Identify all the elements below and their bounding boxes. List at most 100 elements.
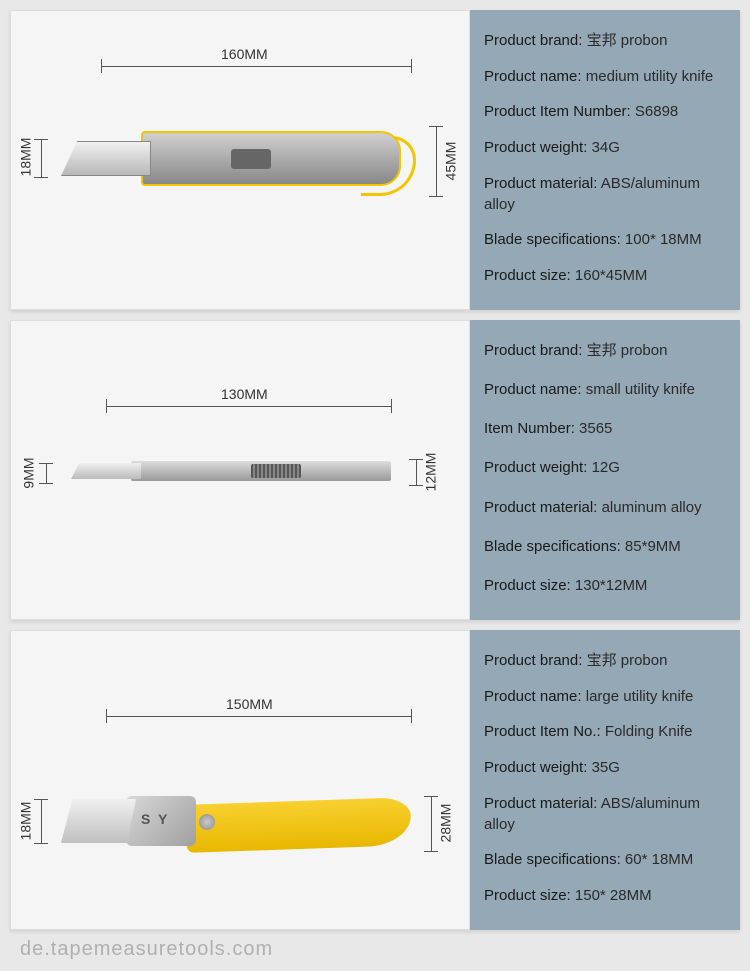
dim-left-label: 18MM <box>17 802 33 841</box>
spec-row: Product weight: 34G <box>484 137 726 158</box>
spec-value: Folding Knife <box>605 723 693 740</box>
spec-value: 12G <box>592 459 620 476</box>
spec-value: 宝邦 probon <box>587 652 668 669</box>
spec-value: aluminum alloy <box>602 499 702 516</box>
spec-row: Product size: 150* 28MM <box>484 885 726 906</box>
spec-value: 宝邦 probon <box>587 342 668 359</box>
spec-row: Product name: large utility knife <box>484 686 726 707</box>
spec-value: 宝邦 probon <box>587 32 668 49</box>
product-illustration <box>61 131 401 186</box>
dim-length-label: 150MM <box>226 696 273 712</box>
dim-tick <box>409 485 423 486</box>
spec-label: Blade specifications: <box>484 851 621 868</box>
spec-row: Product brand: 宝邦 probon <box>484 30 726 51</box>
spec-row: Product brand: 宝邦 probon <box>484 650 726 671</box>
dim-line <box>106 406 391 407</box>
dim-tick <box>34 843 48 844</box>
spec-panel: Product brand: 宝邦 probon Product name: l… <box>470 630 740 930</box>
dim-line <box>416 459 417 485</box>
spec-label: Product brand: <box>484 32 582 49</box>
spec-row: Product name: small utility knife <box>484 379 726 400</box>
spec-row: Product size: 130*12MM <box>484 575 726 596</box>
dim-line <box>41 799 42 843</box>
spec-row: Product name: medium utility knife <box>484 66 726 87</box>
spec-value: 150* 28MM <box>575 887 652 904</box>
dim-line <box>101 66 411 67</box>
dim-tick <box>411 59 412 73</box>
spec-row: Blade specifications: 85*9MM <box>484 536 726 557</box>
product-diagram-panel: 150MM 18MM 28MM S Y <box>10 630 470 930</box>
dim-length-label: 160MM <box>221 46 268 62</box>
dim-tick <box>391 399 392 413</box>
dim-tick <box>34 139 48 140</box>
dim-tick <box>429 196 443 197</box>
dim-tick <box>34 177 48 178</box>
dim-right-label: 45MM <box>442 142 458 181</box>
spec-row: Product weight: 35G <box>484 757 726 778</box>
spec-label: Product material: <box>484 499 597 516</box>
spec-row: Product weight: 12G <box>484 457 726 478</box>
spec-label: Product name: <box>484 68 582 85</box>
bolster-text: S Y <box>141 811 169 827</box>
dim-tick <box>424 851 438 852</box>
dim-tick <box>409 459 423 460</box>
spec-row: Product size: 160*45MM <box>484 265 726 286</box>
spec-label: Product Item No.: <box>484 723 601 740</box>
dim-line <box>106 716 411 717</box>
spec-label: Product size: <box>484 887 571 904</box>
dim-tick <box>411 709 412 723</box>
spec-label: Product material: <box>484 795 597 812</box>
product-card: 130MM 9MM 12MM Product brand: 宝邦 probon … <box>10 320 740 620</box>
dim-tick <box>106 399 107 413</box>
spec-label: Product weight: <box>484 459 587 476</box>
spec-row: Product material: ABS/aluminum alloy <box>484 173 726 215</box>
spec-value: large utility knife <box>586 688 694 705</box>
spec-row: Product Item Number: S6898 <box>484 101 726 122</box>
spec-value: 130*12MM <box>575 577 648 594</box>
spec-row: Blade specifications: 60* 18MM <box>484 849 726 870</box>
dim-tick <box>34 799 48 800</box>
spec-row: Product Item No.: Folding Knife <box>484 721 726 742</box>
product-card: 160MM 18MM 45MM Product brand: 宝邦 probon… <box>10 10 740 310</box>
spec-label: Product size: <box>484 577 571 594</box>
dim-line <box>436 126 437 196</box>
spec-label: Product name: <box>484 688 582 705</box>
spec-label: Product weight: <box>484 139 587 156</box>
dim-tick <box>39 463 53 464</box>
spec-label: Product brand: <box>484 652 582 669</box>
dim-line <box>46 463 47 483</box>
dim-line <box>431 796 432 851</box>
product-illustration: S Y <box>61 796 411 866</box>
spec-value: 160*45MM <box>575 267 648 284</box>
spec-row: Product material: ABS/aluminum alloy <box>484 793 726 835</box>
spec-label: Product weight: <box>484 759 587 776</box>
spec-panel: Product brand: 宝邦 probon Product name: s… <box>470 320 740 620</box>
dim-right-label: 12MM <box>422 453 438 492</box>
dim-left-label: 9MM <box>21 457 37 488</box>
spec-row: Product brand: 宝邦 probon <box>484 340 726 361</box>
product-diagram-panel: 130MM 9MM 12MM <box>10 320 470 620</box>
spec-value: medium utility knife <box>586 68 714 85</box>
dim-line <box>41 139 42 177</box>
watermark-text: de.tapemeasuretools.com <box>20 938 273 961</box>
spec-label: Product size: <box>484 267 571 284</box>
dim-right-label: 28MM <box>437 804 453 843</box>
spec-label: Product name: <box>484 381 582 398</box>
spec-value: small utility knife <box>586 381 695 398</box>
dim-tick <box>424 796 438 797</box>
spec-value: 3565 <box>579 420 612 437</box>
dim-tick <box>429 126 443 127</box>
spec-panel: Product brand: 宝邦 probon Product name: m… <box>470 10 740 310</box>
dim-length-label: 130MM <box>221 386 268 402</box>
spec-label: Blade specifications: <box>484 538 621 555</box>
dim-tick <box>39 483 53 484</box>
product-card: 150MM 18MM 28MM S Y Product brand: 宝邦 pr… <box>10 630 740 930</box>
spec-row: Blade specifications: 100* 18MM <box>484 229 726 250</box>
dim-tick <box>101 59 102 73</box>
spec-value: 60* 18MM <box>625 851 693 868</box>
spec-value: S6898 <box>635 103 678 120</box>
spec-label: Product material: <box>484 175 597 192</box>
dim-tick <box>106 709 107 723</box>
spec-row: Item Number: 3565 <box>484 418 726 439</box>
dim-left-label: 18MM <box>17 138 33 177</box>
